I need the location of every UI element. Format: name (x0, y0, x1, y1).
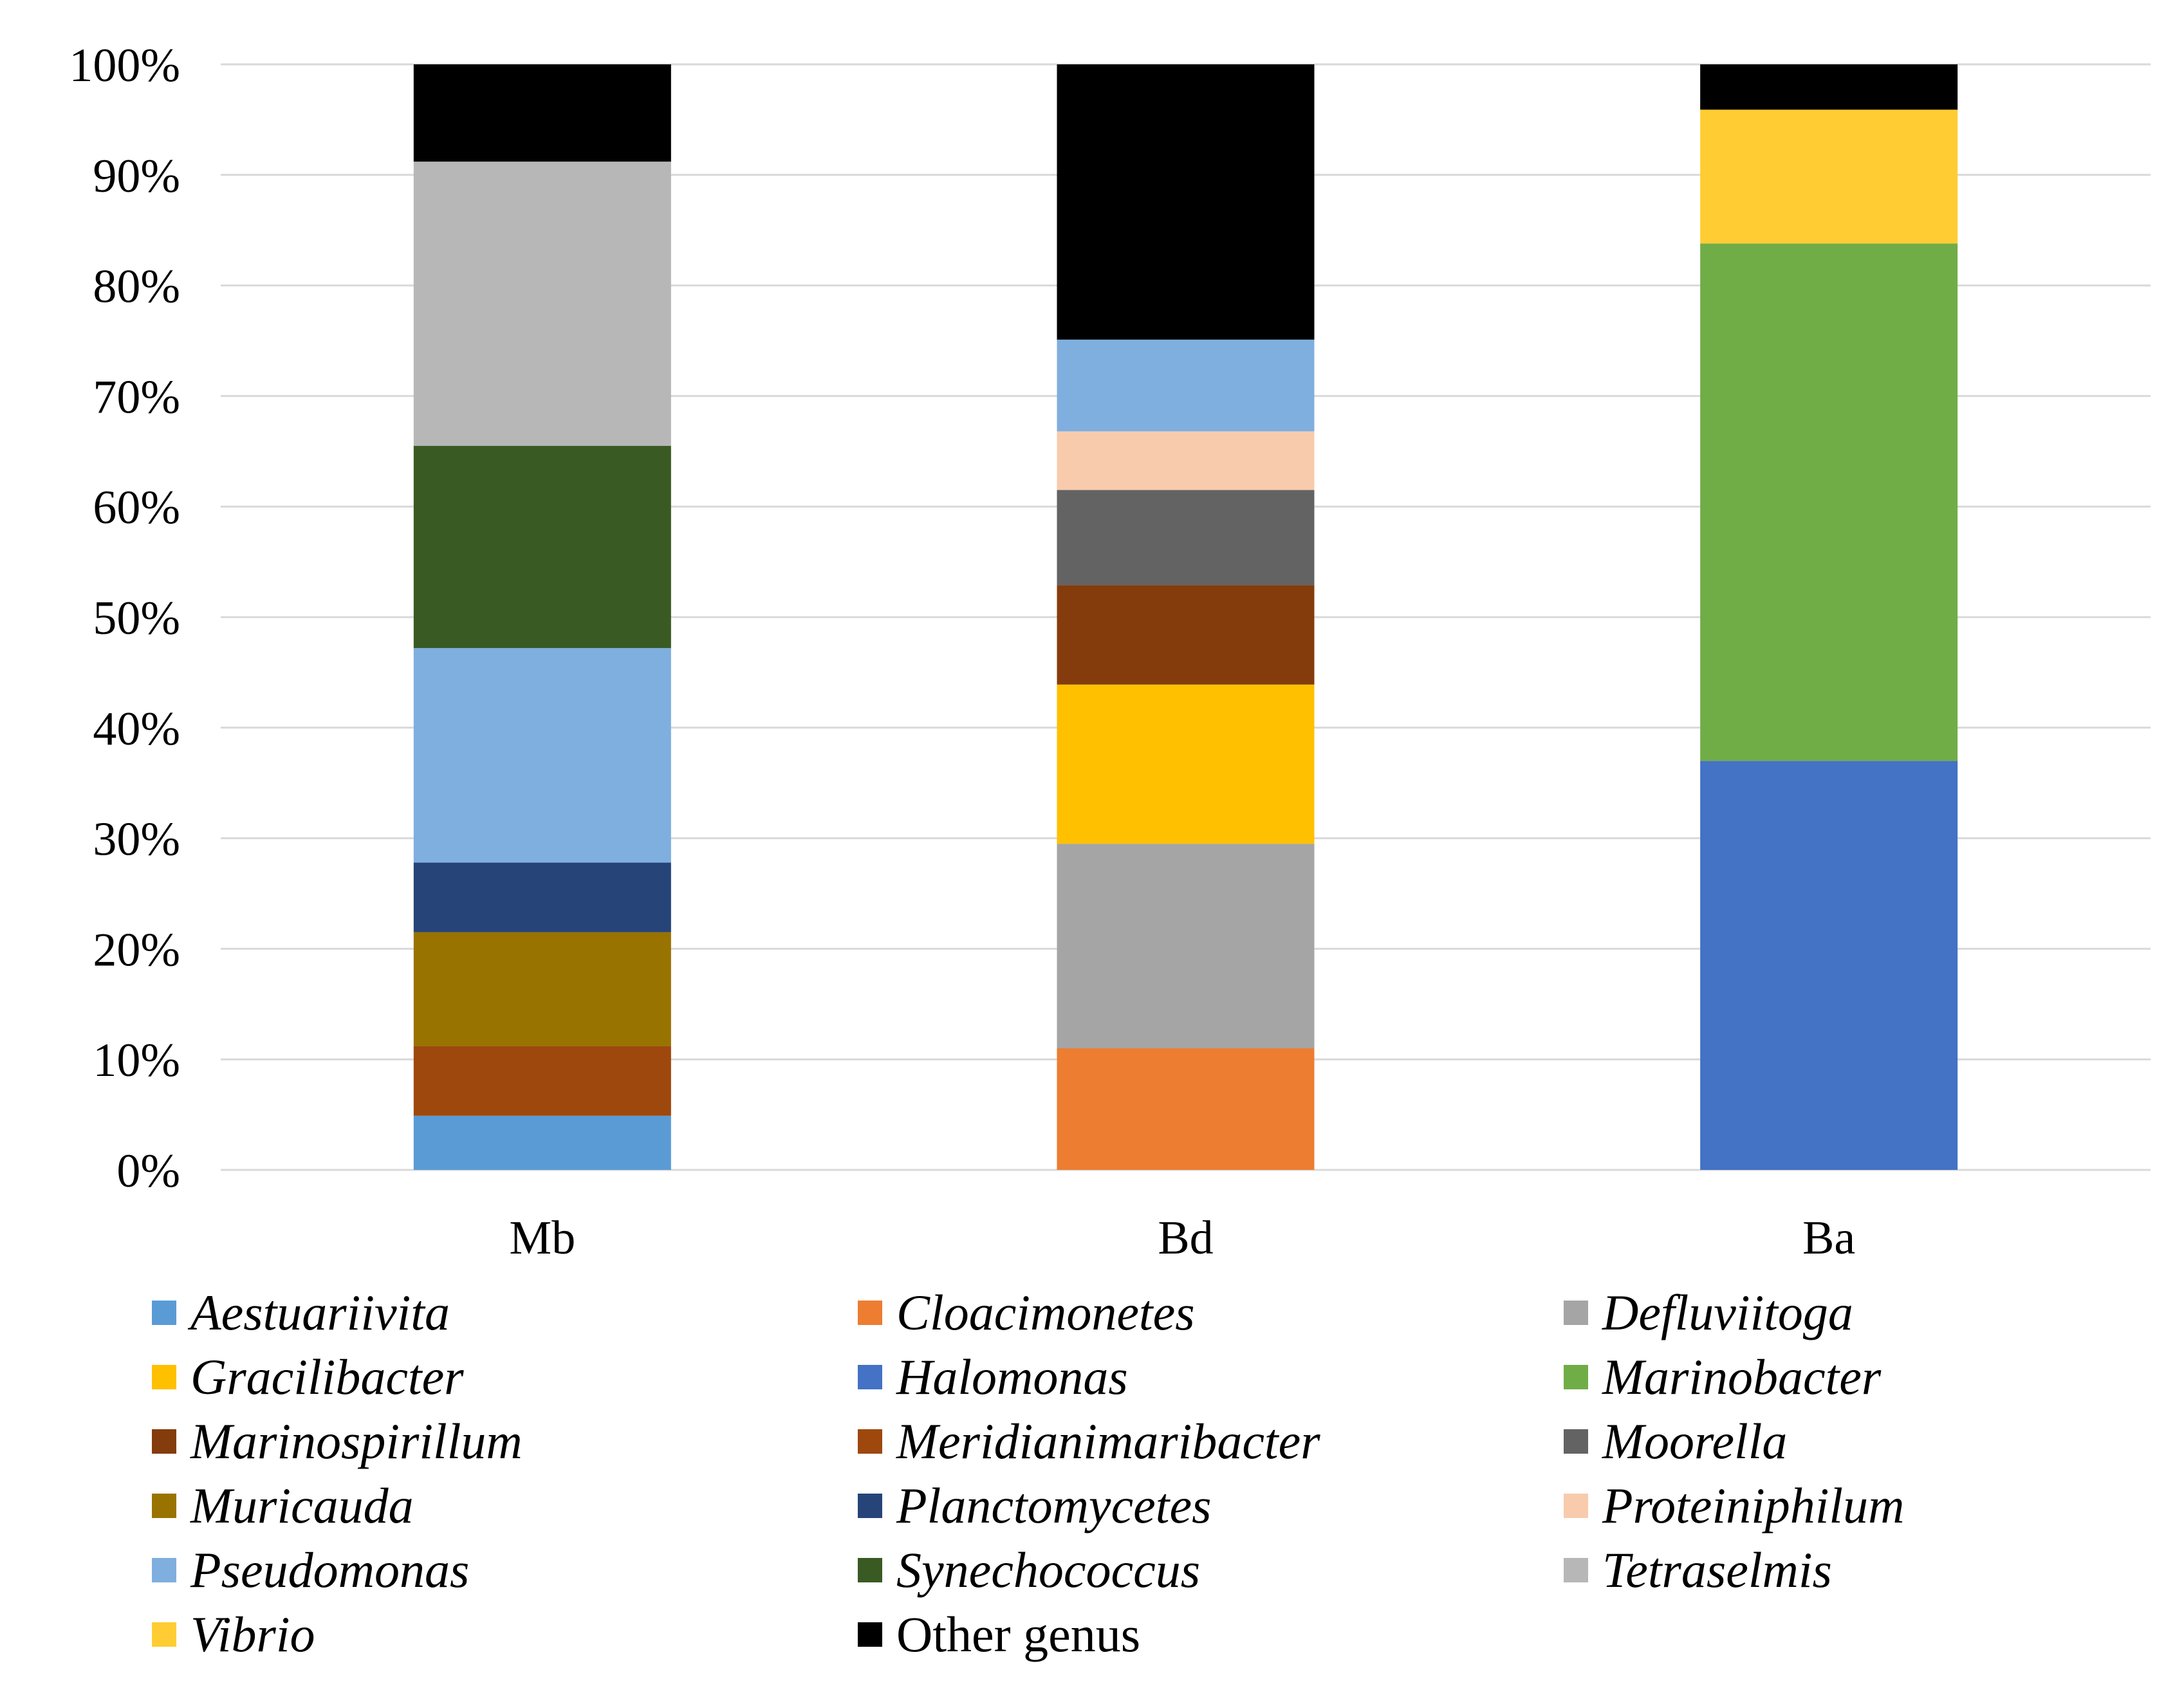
bar-segment-other-genus (1700, 64, 1958, 110)
y-tick-label: 60% (93, 481, 180, 534)
y-tick-label: 80% (93, 261, 180, 313)
legend-item: Aestuariivita (152, 1281, 858, 1345)
legend-item: Vibrio (152, 1602, 858, 1667)
legend-label: Vibrio (190, 1606, 315, 1662)
legend-swatch (152, 1622, 176, 1647)
bar-segment-vibrio (1700, 109, 1958, 244)
legend-item: Halomonas (858, 1345, 1564, 1409)
legend-item: Pseudomonas (152, 1538, 858, 1602)
y-tick-label: 70% (93, 371, 180, 423)
legend-swatch (858, 1622, 882, 1647)
legend-label: Meridianimaribacter (896, 1413, 1320, 1469)
legend-swatch (858, 1494, 882, 1518)
legend-item: Gracilibacter (152, 1345, 858, 1409)
bars (413, 64, 1958, 1170)
legend-swatch (858, 1558, 882, 1582)
bar-segment-marinospirillum (1057, 585, 1315, 685)
legend-item: Planctomycetes (858, 1474, 1564, 1538)
bar-segment-marinobacter (1700, 243, 1958, 761)
legend-item: Defluviitoga (1564, 1281, 2147, 1345)
legend-swatch (152, 1365, 176, 1389)
legend-swatch (152, 1558, 176, 1582)
legend-label: Synechococcus (896, 1542, 1201, 1598)
legend-item: Marinospirillum (152, 1409, 858, 1474)
legend-label: Proteiniphilum (1602, 1478, 1905, 1533)
bar-segment-moorella (1057, 490, 1315, 586)
y-axis-tick-labels: 0% 10% 20% 30% 40% 50% 60% 70% 80% 90% 100% (69, 39, 180, 1198)
legend-label: Halomonas (896, 1349, 1128, 1405)
bar-stack-mb (413, 64, 671, 1170)
legend-label: Muricauda (190, 1478, 414, 1533)
bar-segment-planctomycetes (413, 862, 671, 932)
legend-swatch (858, 1365, 882, 1389)
legend-label: Aestuariivita (190, 1284, 450, 1340)
bar-segment-muricauda (413, 932, 671, 1046)
bar-segment-proteiniphilum (1057, 431, 1315, 490)
bar-stack-ba (1700, 64, 1958, 1170)
legend-label: Cloacimonetes (896, 1284, 1195, 1340)
y-tick-label: 10% (93, 1034, 180, 1087)
legend-label: Other genus (896, 1606, 1141, 1662)
legend: Aestuariivita Cloacimonetes Defluviitoga Gr… (152, 1281, 2147, 1667)
legend-item: Muricauda (152, 1474, 858, 1538)
bar-segment-pseudomonas (413, 648, 671, 863)
legend-label: Marinobacter (1602, 1349, 1882, 1405)
y-tick-label: 40% (93, 703, 180, 755)
legend-swatch (858, 1429, 882, 1454)
legend-item: Meridianimaribacter (858, 1409, 1564, 1474)
bar-segment-gracilibacter (1057, 684, 1315, 844)
bar-segment-cloacimonetes (1057, 1048, 1315, 1170)
legend-item: Moorella (1564, 1409, 2147, 1474)
x-axis-tick-labels: Mb Bd Ba (509, 1212, 1855, 1264)
x-tick-label: Ba (1802, 1212, 1855, 1264)
legend-label: Moorella (1602, 1413, 1788, 1469)
bar-segment-defluviitoga (1057, 844, 1315, 1049)
legend-swatch (1564, 1301, 1588, 1325)
legend-label: Marinospirillum (190, 1413, 523, 1469)
bar-segment-aestuariivita (413, 1115, 671, 1170)
legend-label: Pseudomonas (190, 1542, 470, 1598)
bar-segment-meridianimaribacter (413, 1046, 671, 1116)
legend-label: Defluviitoga (1602, 1284, 1853, 1340)
y-tick-label: 20% (93, 923, 180, 976)
y-tick-label: 100% (69, 39, 180, 92)
legend-swatch (1564, 1365, 1588, 1389)
legend-label: Tetraselmis (1602, 1542, 1832, 1598)
legend-swatch (152, 1494, 176, 1518)
bar-segment-pseudomonas (1057, 339, 1315, 432)
legend-label: Gracilibacter (190, 1349, 464, 1405)
legend-swatch (858, 1301, 882, 1325)
legend-item: Cloacimonetes (858, 1281, 1564, 1345)
legend-swatch (1564, 1494, 1588, 1518)
x-tick-label: Mb (509, 1212, 575, 1264)
bar-segment-synechococcus (413, 445, 671, 649)
bar-segment-tetraselmis (413, 162, 671, 446)
legend-swatch (1564, 1429, 1588, 1454)
legend-swatch (1564, 1558, 1588, 1582)
y-tick-label: 90% (93, 150, 180, 203)
x-tick-label: Bd (1158, 1212, 1213, 1264)
bar-segment-halomonas (1700, 761, 1958, 1170)
y-tick-label: 0% (116, 1145, 180, 1198)
y-tick-label: 50% (93, 592, 180, 645)
legend-swatch (152, 1301, 176, 1325)
bar-stack-bd (1057, 64, 1315, 1170)
legend-item: Other genus (858, 1602, 1564, 1667)
legend-label: Planctomycetes (896, 1478, 1212, 1533)
bar-segment-other-genus (1057, 64, 1315, 340)
legend-item: Proteiniphilum (1564, 1474, 2147, 1538)
bar-segment-other-genus (413, 64, 671, 162)
legend-item: Synechococcus (858, 1538, 1564, 1602)
y-tick-label: 30% (93, 813, 180, 866)
legend-swatch (152, 1429, 176, 1454)
legend-item: Tetraselmis (1564, 1538, 2147, 1602)
legend-item: Marinobacter (1564, 1345, 2147, 1409)
